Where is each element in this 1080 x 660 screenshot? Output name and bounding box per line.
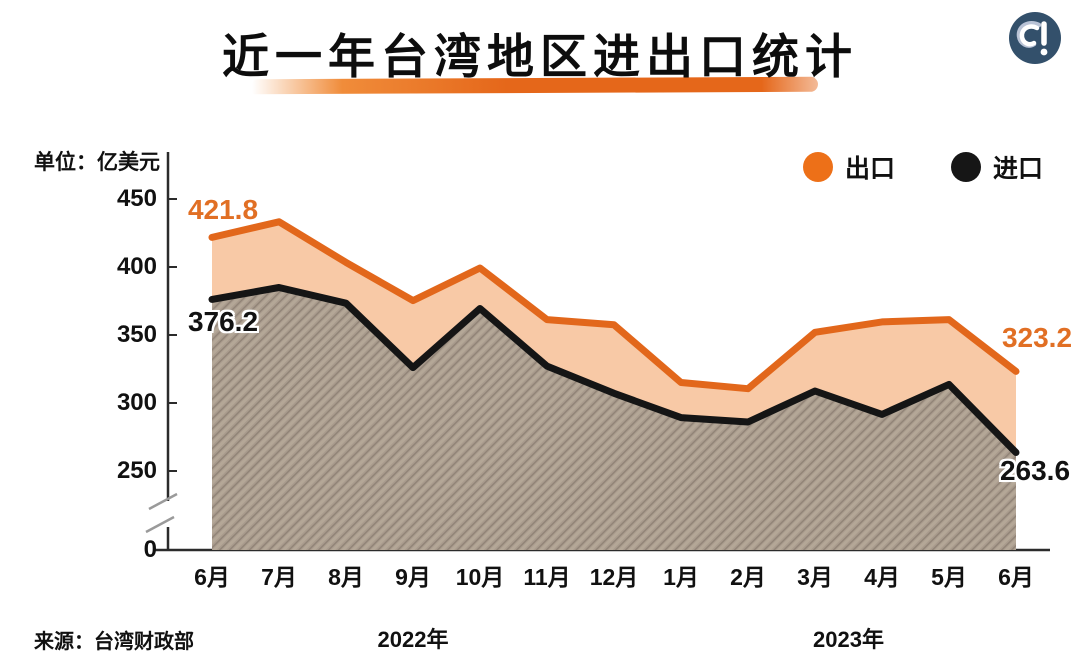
value-annotation-export-first: 421.8: [187, 194, 259, 226]
axis-break-slash: [145, 515, 175, 534]
x-tick-label: 3月: [797, 564, 833, 590]
import-area-fill: [212, 287, 1016, 550]
x-tick-label: 8月: [328, 564, 364, 590]
x-tick-label: 12月: [589, 564, 639, 590]
curl-exclamation-news-logo-icon: [1009, 12, 1061, 64]
x-tick-label: 9月: [395, 564, 431, 590]
export-import-gap-fill: [212, 221, 1016, 453]
year-label: 2023年: [813, 627, 884, 652]
import-series-line: [208, 284, 1020, 456]
y-tick-label: 450: [116, 185, 157, 212]
x-tick-label: 1月: [663, 564, 699, 590]
import-dot-icon: [951, 152, 982, 182]
axis-break-slash: [148, 492, 178, 511]
page-title: 近一年台湾地区进出口统计: [222, 30, 858, 83]
value-annotation-import-last: 263.6: [999, 454, 1071, 486]
y-tick-label: 250: [116, 457, 157, 484]
x-tick-label: 7月: [261, 564, 297, 590]
export-series-line: [208, 218, 1020, 393]
legend-item-import: 进口: [951, 149, 1043, 185]
legend: 出口 进口: [803, 149, 1043, 185]
x-tick-label: 4月: [864, 564, 900, 590]
y-tick-label: 300: [116, 389, 157, 416]
legend-label-export: 出口: [845, 155, 896, 183]
x-tick-label: 10月: [455, 564, 505, 590]
legend-label-import: 进口: [993, 155, 1044, 183]
x-tick-label: 6月: [998, 564, 1034, 590]
year-label: 2022年: [377, 627, 449, 652]
x-tick-label: 5月: [931, 564, 967, 590]
y-tick-label: 0: [143, 536, 157, 563]
header: 近一年台湾地区进出口统计: [0, 30, 1080, 95]
y-tick-label: 400: [116, 253, 157, 280]
value-annotation-import-first: 376.2: [187, 306, 259, 338]
x-tick-label: 2月: [730, 564, 766, 590]
value-annotation-export-last: 323.2: [1001, 322, 1073, 354]
unit-label: 单位：亿美元: [34, 151, 160, 174]
legend-item-export: 出口: [803, 149, 895, 185]
y-tick-label: 350: [116, 321, 157, 348]
export-dot-icon: [803, 152, 833, 182]
x-tick-label: 6月: [194, 564, 230, 590]
source-label: 来源：台湾财政部: [34, 631, 194, 653]
x-tick-label: 11月: [523, 564, 571, 590]
